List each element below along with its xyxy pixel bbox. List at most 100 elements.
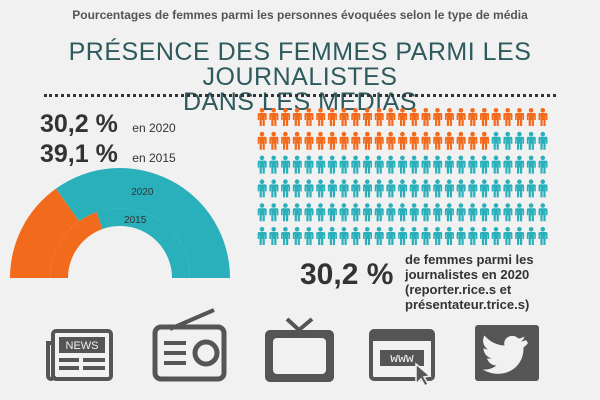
person-icon [468, 108, 478, 126]
person-icon [444, 131, 454, 150]
page-title: PRÉSENCE DES FEMMES PARMI LES JOURNALIST… [0, 40, 600, 115]
person-icon [409, 155, 419, 174]
person-icon [351, 155, 361, 174]
person-icon [433, 227, 443, 245]
person-icon [339, 227, 349, 245]
person-icon [491, 179, 501, 198]
dotted-divider [44, 94, 556, 97]
person-icon [327, 155, 337, 174]
caption-line-4: présentateur.trice.s) [405, 297, 530, 312]
person-icon [398, 227, 408, 245]
person-icon [480, 227, 489, 245]
person-icon [292, 203, 302, 222]
person-icon [363, 131, 372, 150]
person-icon [374, 155, 384, 174]
person-icon [398, 203, 408, 222]
person-icon [327, 131, 337, 150]
person-icon [351, 179, 361, 198]
person-icon [304, 108, 314, 126]
person-icon [444, 227, 454, 245]
caption-line-2: journalistes en 2020 [405, 267, 530, 282]
person-icon [503, 227, 513, 245]
person-icon [292, 227, 302, 245]
person-icon [269, 108, 279, 126]
person-icon [351, 131, 361, 150]
person-icon [421, 108, 431, 126]
donut-slice-2020-men [55, 168, 230, 278]
person-icon [327, 108, 337, 126]
person-icon [386, 155, 396, 174]
person-icon [526, 227, 536, 245]
person-icon [503, 179, 513, 198]
person-icon [257, 179, 267, 198]
person-icon [351, 108, 361, 126]
person-icon [281, 179, 291, 198]
person-icon [281, 131, 291, 150]
person-icon [257, 155, 267, 174]
person-icon [433, 155, 443, 174]
person-icon [386, 227, 396, 245]
person-icon [433, 131, 443, 150]
person-icon [491, 203, 501, 222]
person-icon [386, 179, 396, 198]
person-icon [456, 227, 466, 245]
person-icon [386, 203, 396, 222]
person-icon [316, 227, 326, 245]
person-icon [281, 227, 291, 245]
highlight-caption: de femmes parmi les journalistes en 2020… [405, 252, 575, 312]
person-icon [269, 179, 279, 198]
person-icon [491, 227, 501, 245]
person-icon [491, 155, 501, 174]
person-icon [398, 155, 408, 174]
person-icon [503, 131, 513, 150]
person-icon [468, 227, 478, 245]
person-icon [526, 131, 536, 150]
person-icon [409, 227, 419, 245]
person-icon [386, 108, 396, 126]
person-icon [269, 155, 279, 174]
person-icon [363, 179, 372, 198]
person-icon [456, 131, 466, 150]
person-icon [304, 203, 314, 222]
person-icon [339, 203, 349, 222]
person-icon [304, 179, 314, 198]
person-icon [398, 179, 408, 198]
caption-line-1: de femmes parmi les [405, 252, 534, 267]
person-icon [269, 131, 279, 150]
web-icon: www [369, 329, 435, 388]
person-icon [421, 155, 431, 174]
donut-slice-2020-women [10, 188, 80, 278]
person-icon [409, 179, 419, 198]
person-icon [421, 131, 431, 150]
person-icon [339, 179, 349, 198]
person-icon [363, 203, 372, 222]
person-icon [468, 131, 478, 150]
person-icon [304, 155, 314, 174]
highlight-value: 30,2 % [300, 258, 394, 291]
person-icon [327, 203, 337, 222]
person-icon [433, 108, 443, 126]
person-icon [456, 179, 466, 198]
person-icon [281, 108, 291, 126]
person-icon [456, 203, 466, 222]
person-icon [444, 108, 454, 126]
person-icon [526, 155, 536, 174]
person-icon [515, 108, 525, 126]
person-icon [538, 108, 548, 126]
chart-subtitle: Pourcentages de femmes parmi les personn… [72, 8, 528, 22]
person-icon [257, 203, 267, 222]
person-icon [316, 155, 326, 174]
person-icon [363, 108, 372, 126]
person-icon [374, 179, 384, 198]
person-icon [538, 131, 548, 150]
person-icon [444, 179, 454, 198]
person-icon [292, 155, 302, 174]
person-icon [503, 155, 513, 174]
stat-2020: 30,2 % en 2020 [40, 110, 176, 139]
stat-2015: 39,1 % en 2015 [40, 140, 176, 169]
person-icon [538, 203, 548, 222]
stat-2015-label: en 2015 [132, 151, 176, 165]
radio-icon [152, 308, 227, 382]
person-icon [281, 203, 291, 222]
person-icon [398, 131, 408, 150]
